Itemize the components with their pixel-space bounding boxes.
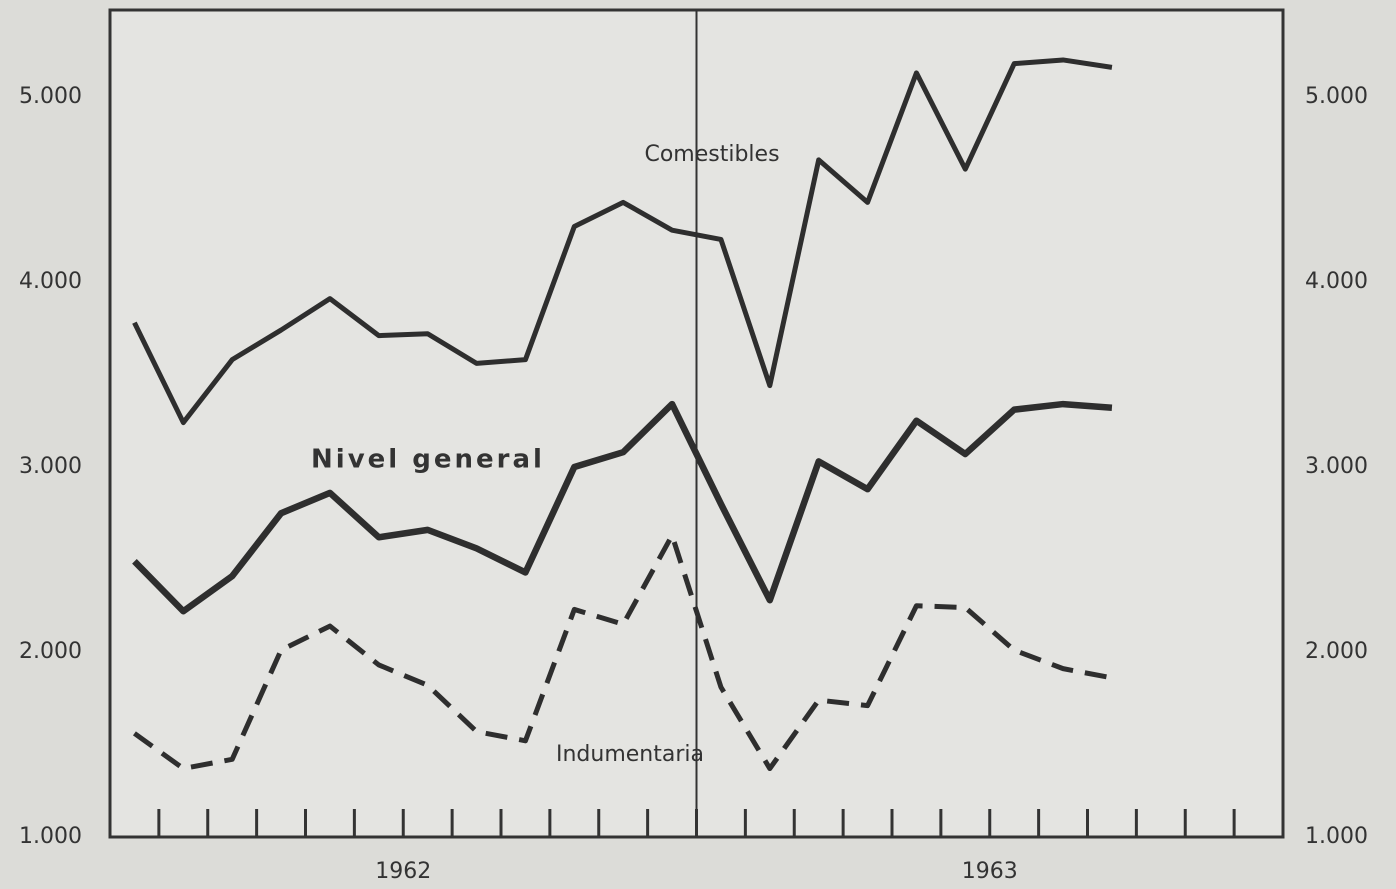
y-tick-label: 4.000 (19, 269, 82, 294)
y2-tick-label: 4.000 (1305, 269, 1368, 294)
y-tick-label: 5.000 (19, 84, 82, 109)
y2-tick-label: 2.000 (1305, 639, 1368, 664)
y2-tick-label: 5.000 (1305, 84, 1368, 109)
y-tick-label: 3.000 (19, 454, 82, 479)
series-line (132, 532, 1113, 772)
x-group-label: 1962 (375, 859, 431, 884)
y2-tick-label: 3.000 (1305, 454, 1368, 479)
series-line (132, 400, 1113, 615)
y2-tick-label: 1.000 (1305, 824, 1368, 849)
series-line (132, 57, 1113, 426)
annotation: Indumentaria (556, 742, 704, 767)
annotation: Comestibles (644, 142, 779, 167)
annotation: Nivel general (311, 445, 545, 475)
y-tick-label: 2.000 (19, 639, 82, 664)
y-tick-label: 1.000 (19, 824, 82, 849)
x-group-label: 1963 (962, 859, 1018, 884)
